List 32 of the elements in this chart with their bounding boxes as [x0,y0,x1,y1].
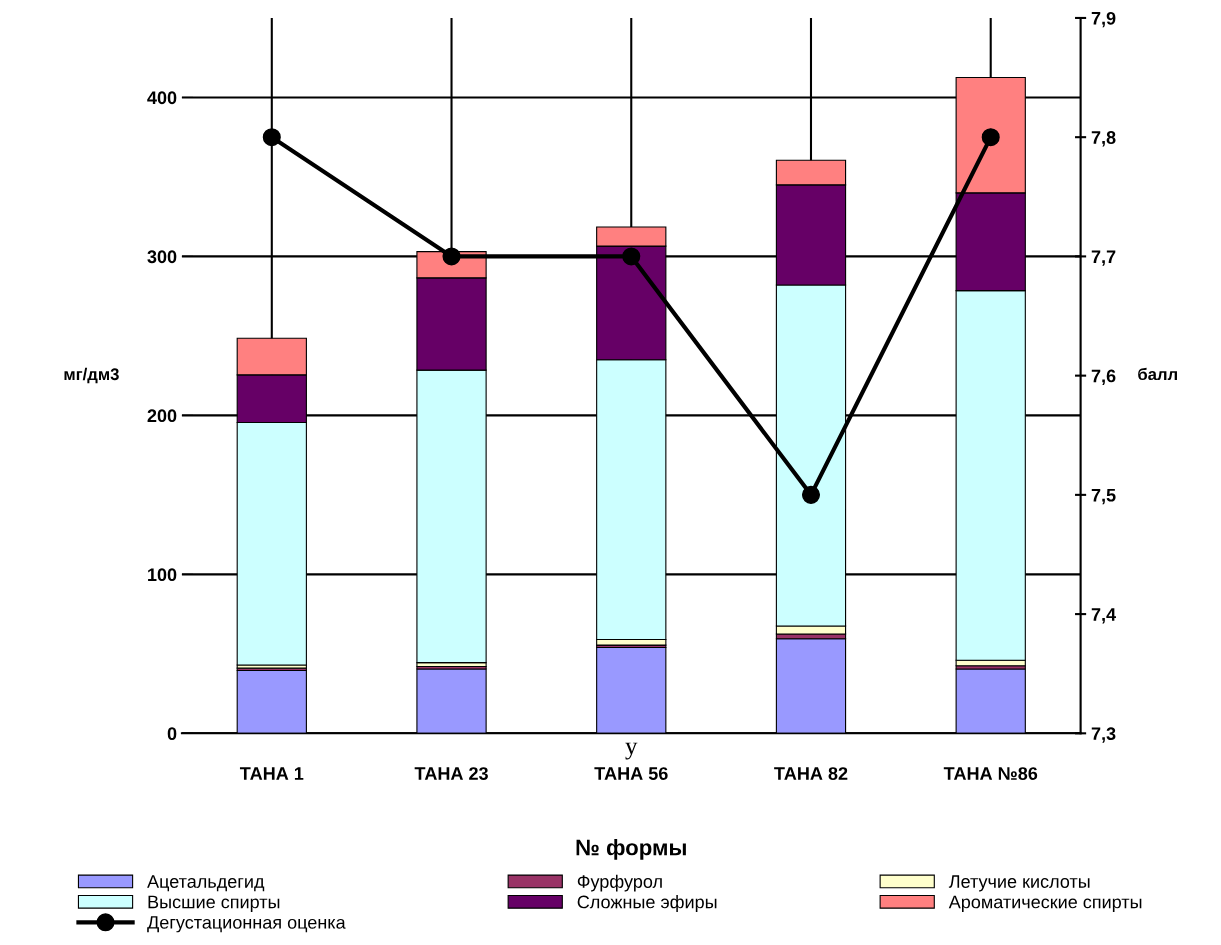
y2-tick-label: 7,8 [1091,131,1116,147]
x-tick-label: ТАНА №86 [943,767,1038,780]
x-tick-label: ТАНА 23 [414,767,488,780]
x-tick-label: ТАНА 82 [774,767,848,780]
y2-tick-label: 7,9 [1091,11,1116,28]
y-tick-label: 0 [167,727,177,741]
legend-label: Сложные эфиры [577,895,717,912]
y-axis-title: мг/дм3 [64,367,119,384]
y-tick-label: 100 [148,568,177,582]
y2-tick-label: 7,3 [1091,727,1116,743]
y2-tick-label: 7,5 [1091,488,1116,505]
y2-axis-title: балл [1138,367,1177,381]
y2-tick-label: 7,6 [1091,369,1116,385]
legend-label: Высшие спирты [148,895,280,912]
y-tick-label: 300 [147,250,177,264]
x-tick-label: ТАНА 56 [594,767,668,780]
legend-label: Летучие кислоты [948,875,1090,892]
legend-label: Дегустационная оценка [147,916,346,933]
legend-label: Ацетальдегид [147,875,265,892]
text: у [625,742,638,760]
point [622,247,641,266]
x-axis-title: № формы [576,839,686,860]
point [801,485,821,504]
y2-tick-label: 7,4 [1091,608,1116,624]
y-tick-label: 200 [147,409,177,423]
point [981,128,1000,147]
y2-tick-label: 7,7 [1091,250,1116,266]
y-tick-label: 400 [147,91,177,105]
legend-label: Фурфурол [577,874,662,892]
x-tick-label: ТАНА 1 [239,767,304,780]
legend-label: Ароматические спирты [948,895,1142,912]
point [262,128,281,147]
